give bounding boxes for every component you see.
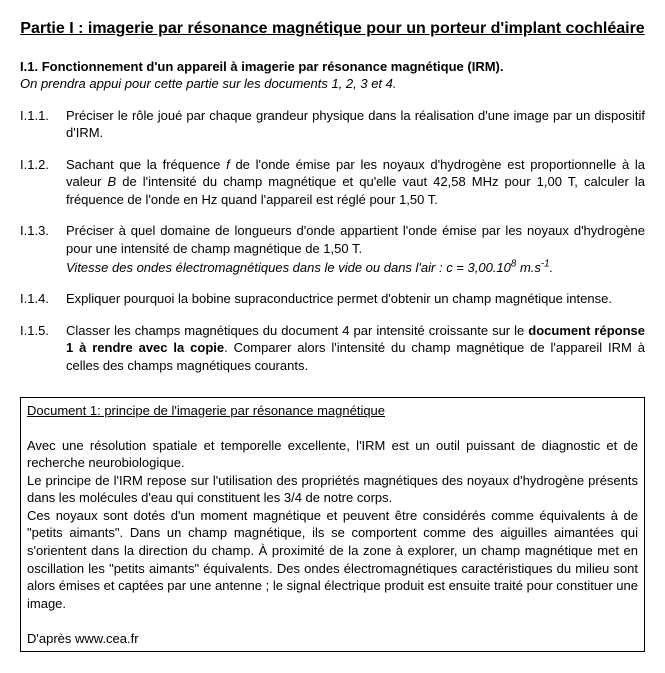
- question-text: Classer les champs magnétiques du docume…: [66, 322, 645, 375]
- document-paragraph: Le principe de l'IRM repose sur l'utilis…: [27, 472, 638, 507]
- document-box: Document 1: principe de l'imagerie par r…: [20, 397, 645, 653]
- section-number: I.1.: [20, 59, 42, 74]
- section-note: On prendra appui pour cette partie sur l…: [20, 75, 645, 93]
- text-fragment: Préciser à quel domaine de longueurs d'o…: [66, 223, 645, 256]
- question-row: I.1.3. Préciser à quel domaine de longue…: [20, 222, 645, 276]
- question-text: Préciser le rôle joué par chaque grandeu…: [66, 107, 645, 142]
- question-number: I.1.2.: [20, 156, 66, 209]
- question-text: Expliquer pourquoi la bobine supraconduc…: [66, 290, 645, 308]
- text-fragment: Vitesse des ondes électromagnétiques dan…: [66, 260, 511, 275]
- question-number: I.1.1.: [20, 107, 66, 142]
- document-title: Document 1: principe de l'imagerie par r…: [27, 402, 638, 420]
- text-fragment: .: [550, 260, 554, 275]
- question-number: I.1.5.: [20, 322, 66, 375]
- section-heading-line: I.1. Fonctionnement d'un appareil à imag…: [20, 58, 645, 76]
- speed-note: Vitesse des ondes électromagnétiques dan…: [66, 260, 553, 275]
- document-source: D'après www.cea.fr: [27, 630, 638, 648]
- var-b: B: [108, 174, 117, 189]
- exponent: -1: [541, 259, 550, 270]
- question-row: I.1.1. Préciser le rôle joué par chaque …: [20, 107, 645, 142]
- question-number: I.1.3.: [20, 222, 66, 276]
- text-fragment: m.s: [516, 260, 541, 275]
- document-paragraph: Avec une résolution spatiale et temporel…: [27, 437, 638, 472]
- text-fragment: Classer les champs magnétiques du docume…: [66, 323, 528, 338]
- text-fragment: Sachant que la fréquence: [66, 157, 226, 172]
- part-title: Partie I : imagerie par résonance magnét…: [20, 18, 645, 40]
- question-row: I.1.2. Sachant que la fréquence f de l'o…: [20, 156, 645, 209]
- text-fragment: de l'intensité du champ magnétique et qu…: [66, 174, 645, 207]
- section-heading: Fonctionnement d'un appareil à imagerie …: [42, 59, 504, 74]
- document-paragraph: Ces noyaux sont dotés d'un moment magnét…: [27, 507, 638, 612]
- question-number: I.1.4.: [20, 290, 66, 308]
- question-row: I.1.4. Expliquer pourquoi la bobine supr…: [20, 290, 645, 308]
- question-row: I.1.5. Classer les champs magnétiques du…: [20, 322, 645, 375]
- question-text: Sachant que la fréquence f de l'onde émi…: [66, 156, 645, 209]
- question-text: Préciser à quel domaine de longueurs d'o…: [66, 222, 645, 276]
